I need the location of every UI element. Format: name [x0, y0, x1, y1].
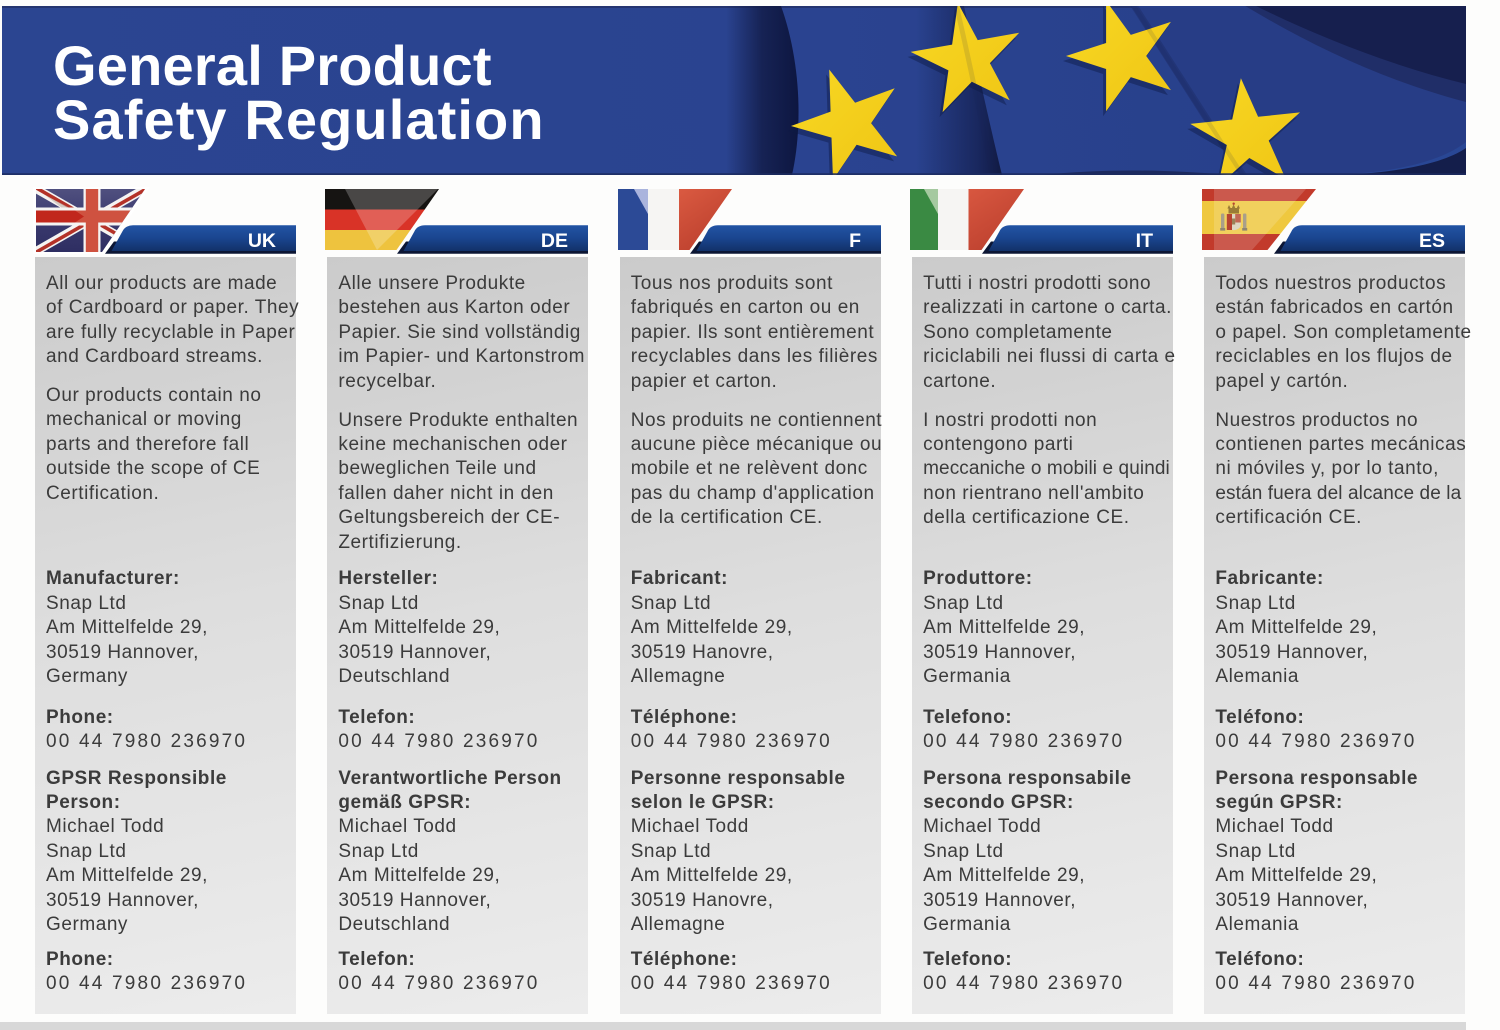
- svg-text:DE: DE: [541, 230, 568, 252]
- svg-text:ES: ES: [1419, 230, 1445, 252]
- svg-text:IT: IT: [1136, 230, 1153, 252]
- svg-text:F: F: [849, 230, 861, 252]
- svg-text:UK: UK: [248, 230, 276, 252]
